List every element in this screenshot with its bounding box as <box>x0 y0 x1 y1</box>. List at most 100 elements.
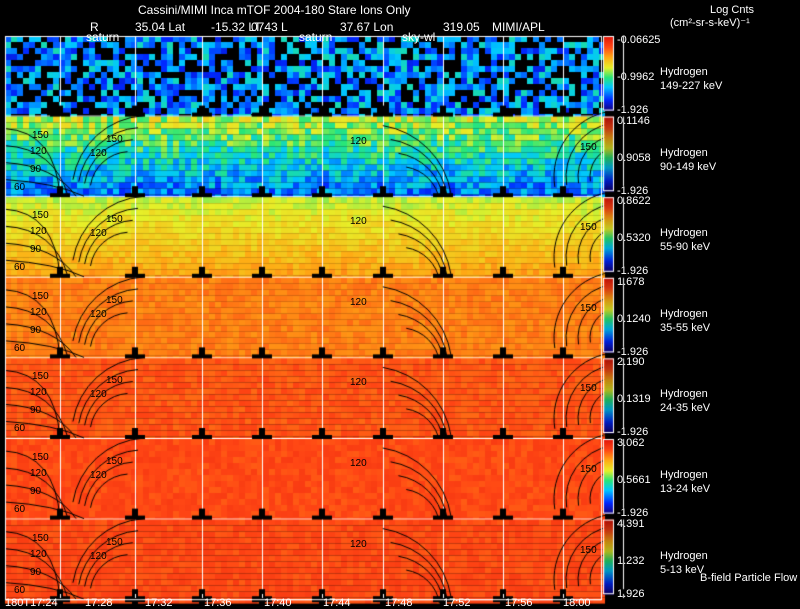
contour-label: 150 <box>580 383 597 395</box>
target-label-saturn-1: saturn <box>86 30 120 44</box>
band-energy-label: 24-35 keV <box>660 402 711 415</box>
colorbar-max-value: 4.391 <box>617 517 645 530</box>
lon-readout: 37.67 Lon <box>340 20 394 34</box>
colorbar-min-value: 1.926 <box>617 587 645 600</box>
band-energy-label: 35-55 keV <box>660 321 711 334</box>
contour-label: 150 <box>106 375 123 387</box>
colorbar-mid-value: 0.5661 <box>617 474 651 486</box>
band-energy-label: 13-24 keV <box>660 483 711 495</box>
contour-label: 120 <box>90 470 107 481</box>
colorbar-max-value: 3.062 <box>617 437 645 449</box>
contour-label: 150 <box>580 464 597 475</box>
contour-label: 120 <box>30 548 47 560</box>
target-label-saturn-2: saturn <box>299 30 333 44</box>
contour-label: 150 <box>580 302 597 314</box>
colorbar-max-value: 1.678 <box>617 275 645 288</box>
colorbar-max-value: 2.190 <box>617 356 645 369</box>
band-energy-label: 90-149 keV <box>660 160 717 173</box>
colorbar-mid-value: 0.5320 <box>617 232 651 245</box>
contour-label: 90 <box>30 486 42 497</box>
contour-label: 120 <box>350 135 367 147</box>
contour-label: 60 <box>14 504 26 515</box>
time-tick-label: 17:40 <box>264 597 292 609</box>
time-tick-label: 17:48 <box>385 597 413 609</box>
contour-label: 60 <box>14 181 26 193</box>
colorbar-min-value: -1.926 <box>617 507 649 519</box>
colorbar-max-value: 0.8622 <box>617 195 651 208</box>
contour-label: 90 <box>30 405 42 417</box>
contour-label: 120 <box>350 216 367 228</box>
contour-label: 150 <box>32 210 49 222</box>
contour-label: 90 <box>30 324 42 336</box>
colorbar-min-value: -1.926 <box>617 104 649 116</box>
colorbar-mid-value: -0.9962 <box>617 71 655 83</box>
colorbar-min-value: -1.926 <box>617 265 649 278</box>
lt-readout: -15.32 LT <box>211 20 262 34</box>
contour-label: 120 <box>90 389 107 401</box>
contour-label: 120 <box>30 468 47 479</box>
contour-label: 150 <box>32 532 49 544</box>
plot-title: Cassini/MIMI Inca mTOF 2004-180 Stare Io… <box>138 3 411 17</box>
time-tick-label: 17:32 <box>145 597 173 609</box>
contour-label: 120 <box>350 458 367 469</box>
time-tick-label: 17:28 <box>85 597 113 609</box>
contour-label: 150 <box>106 214 123 226</box>
contour-label: 120 <box>30 145 47 157</box>
band-species-label: Hydrogen <box>660 227 708 240</box>
contour-label: 150 <box>106 294 123 306</box>
colorbar-min-value: -1.926 <box>617 345 649 358</box>
band-species-label: Hydrogen <box>660 469 708 481</box>
colorbar-title: Log Cnts <box>710 4 755 16</box>
contour-label: 60 <box>14 342 26 354</box>
band-energy-label: 5-13 keV <box>660 563 705 576</box>
band-energy-label: 55-90 keV <box>660 241 711 254</box>
time-tick-label: 17:44 <box>323 597 351 609</box>
colorbar-min-value: -1.926 <box>617 426 649 439</box>
contour-label: 150 <box>580 141 597 153</box>
band-species-label: Hydrogen <box>660 146 708 159</box>
contour-label: 120 <box>350 538 367 550</box>
band-species-label: Hydrogen <box>660 549 708 562</box>
r-label: R <box>90 20 99 34</box>
band-energy-label: 149-227 keV <box>660 80 723 92</box>
colorbar-max-value: -0.06625 <box>617 34 661 46</box>
extra-readout: 319.05 <box>443 20 480 34</box>
contour-label: 150 <box>106 133 123 145</box>
contour-label: 150 <box>106 536 123 548</box>
target-label-sky: sky-wl <box>402 30 436 44</box>
contour-label: 150 <box>580 544 597 556</box>
time-tick-label: 17:52 <box>443 597 471 609</box>
contour-label: 150 <box>106 456 123 467</box>
contour-label: 150 <box>32 452 49 463</box>
source-label: MIMI/APL <box>492 20 545 34</box>
contour-label: 150 <box>32 371 49 383</box>
lat-readout: 35.04 Lat <box>135 20 186 34</box>
contour-label: 60 <box>14 262 26 274</box>
colorbar-mid-value: 0.1319 <box>617 393 651 406</box>
time-tick-label: 180T17:24 <box>5 597 58 609</box>
contour-label: 120 <box>90 308 107 320</box>
contour-label: 150 <box>32 129 49 141</box>
contour-label: 120 <box>30 306 47 318</box>
time-tick-label: 17:36 <box>204 597 232 609</box>
contour-label: 120 <box>90 550 107 562</box>
contour-label: 120 <box>350 377 367 389</box>
colorbar-mid-value: 0.9058 <box>617 151 651 164</box>
contour-label: 60 <box>14 584 26 596</box>
contour-label: 120 <box>30 387 47 399</box>
contour-label: 60 <box>14 423 26 435</box>
contour-label: 90 <box>30 163 42 175</box>
contour-label: 120 <box>350 296 367 308</box>
time-tick-label: 17:56 <box>505 597 533 609</box>
colorbar-units: (cm²-sr-s-keV)⁻¹ <box>670 17 750 29</box>
contour-label: 120 <box>90 147 107 159</box>
time-tick-label: 18:00 <box>563 597 591 609</box>
band-species-label: Hydrogen <box>660 307 708 320</box>
band-species-label: Hydrogen <box>660 388 708 401</box>
contour-label: 90 <box>30 566 42 578</box>
colorbar-mid-value: 1.232 <box>617 554 645 567</box>
colorbar-mid-value: 0.1240 <box>617 312 651 325</box>
colorbar-min-value: -1.926 <box>617 184 649 197</box>
contour-label: 120 <box>90 228 107 240</box>
